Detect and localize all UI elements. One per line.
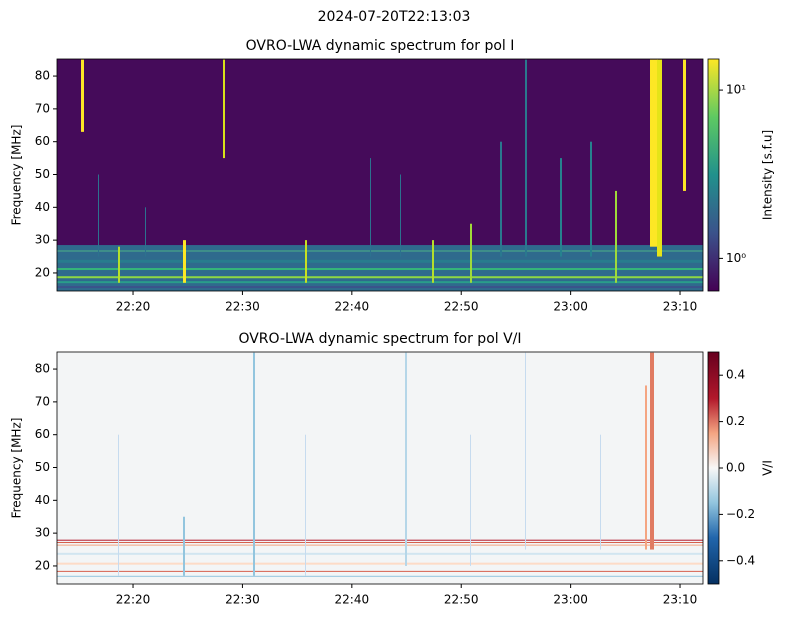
y-tick-label: 80 bbox=[35, 69, 50, 83]
heatmap-band bbox=[57, 539, 703, 541]
y-tick-label: 70 bbox=[35, 101, 50, 115]
heatmap-streak bbox=[500, 141, 502, 257]
x-tick-label: 23:00 bbox=[553, 300, 588, 314]
heatmap-band bbox=[57, 286, 703, 289]
y-tick-label: 60 bbox=[35, 427, 50, 441]
y-tick-label: 30 bbox=[35, 526, 50, 540]
x-tick-label: 23:10 bbox=[663, 593, 698, 607]
colorbar-tick-label: −0.2 bbox=[726, 507, 755, 521]
heatmap-background bbox=[57, 352, 703, 584]
x-tick-label: 22:20 bbox=[116, 593, 151, 607]
colorbar-label: V/I bbox=[761, 460, 775, 476]
axes-title: OVRO-LWA dynamic spectrum for pol I bbox=[246, 38, 515, 54]
heatmap-streak bbox=[183, 516, 185, 576]
x-tick-label: 23:00 bbox=[553, 593, 588, 607]
heatmap-streak bbox=[470, 434, 471, 566]
heatmap-streak bbox=[432, 240, 434, 283]
x-tick-label: 22:50 bbox=[444, 593, 479, 607]
heatmap-streak bbox=[370, 158, 371, 257]
colorbar bbox=[707, 58, 720, 292]
colorbar bbox=[707, 351, 720, 585]
heatmap-band bbox=[57, 259, 703, 263]
heatmap-streak bbox=[253, 352, 255, 576]
colorbar-tick-label: 10⁰ bbox=[726, 251, 746, 265]
x-tick-label: 22:40 bbox=[335, 593, 370, 607]
heatmap-streak bbox=[183, 240, 186, 283]
heatmap-streak bbox=[600, 434, 601, 550]
heatmap-streak bbox=[145, 207, 146, 257]
heatmap-streak bbox=[223, 59, 225, 159]
y-tick-label: 40 bbox=[35, 200, 50, 214]
heatmap-streak bbox=[657, 59, 662, 257]
heatmap-band bbox=[57, 281, 703, 284]
heatmap-streak bbox=[650, 352, 654, 550]
heatmap-band bbox=[57, 552, 703, 555]
heatmap-streak bbox=[525, 352, 526, 550]
heatmap-streak bbox=[305, 434, 306, 576]
heatmap-streak bbox=[645, 385, 647, 550]
heatmap-streak bbox=[560, 158, 562, 257]
colorbar-tick-label: 10¹ bbox=[726, 83, 746, 97]
heatmap-band bbox=[57, 544, 703, 546]
x-tick-label: 22:30 bbox=[225, 300, 260, 314]
heatmap-band bbox=[57, 249, 703, 252]
y-tick-label: 50 bbox=[35, 167, 50, 181]
y-tick-label: 70 bbox=[35, 394, 50, 408]
axes-title: OVRO-LWA dynamic spectrum for pol V/I bbox=[238, 331, 521, 347]
heatmap-band bbox=[57, 562, 703, 565]
heatmap-streak bbox=[650, 59, 658, 247]
y-tick-label: 20 bbox=[35, 265, 50, 279]
x-tick-label: 23:10 bbox=[663, 300, 698, 314]
heatmap-streak bbox=[405, 352, 407, 566]
heatmap bbox=[57, 59, 703, 291]
y-axis-label: Frequency [MHz] bbox=[10, 418, 24, 519]
x-tick-label: 22:30 bbox=[225, 593, 260, 607]
heatmap bbox=[57, 352, 703, 584]
y-tick-label: 30 bbox=[35, 233, 50, 247]
heatmap-streak bbox=[400, 174, 401, 257]
heatmap-band bbox=[57, 276, 703, 279]
y-tick-label: 50 bbox=[35, 460, 50, 474]
heatmap-streak bbox=[118, 246, 120, 283]
colorbar-label: Intensity [s.f.u] bbox=[761, 130, 775, 220]
heatmap-streak bbox=[81, 59, 84, 132]
x-tick-label: 22:20 bbox=[116, 300, 151, 314]
y-tick-label: 80 bbox=[35, 362, 50, 376]
heatmap-band bbox=[57, 575, 703, 577]
x-tick-label: 22:50 bbox=[444, 300, 479, 314]
x-tick-label: 22:40 bbox=[335, 300, 370, 314]
colorbar-tick-label: −0.4 bbox=[726, 553, 755, 567]
heatmap-band bbox=[57, 570, 703, 572]
y-tick-label: 60 bbox=[35, 134, 50, 148]
y-tick-label: 40 bbox=[35, 493, 50, 507]
heatmap-streak bbox=[525, 59, 527, 257]
heatmap-streak bbox=[590, 141, 592, 257]
colorbar-tick-label: 0.4 bbox=[726, 368, 745, 382]
heatmap-streak bbox=[118, 434, 119, 576]
y-axis-label: Frequency [MHz] bbox=[10, 125, 24, 226]
colorbar-tick-label: 0.2 bbox=[726, 414, 745, 428]
heatmap-band bbox=[57, 541, 703, 543]
heatmap-streak bbox=[305, 240, 307, 283]
heatmap-streak bbox=[683, 59, 686, 191]
heatmap-band bbox=[57, 268, 703, 271]
heatmap-streak bbox=[615, 190, 617, 283]
heatmap-streak bbox=[470, 223, 472, 283]
colorbar-tick-label: 0.0 bbox=[726, 461, 745, 475]
heatmap-streak bbox=[98, 174, 99, 257]
figure-title: 2024-07-20T22:13:03 bbox=[318, 9, 471, 25]
y-tick-label: 20 bbox=[35, 558, 50, 572]
